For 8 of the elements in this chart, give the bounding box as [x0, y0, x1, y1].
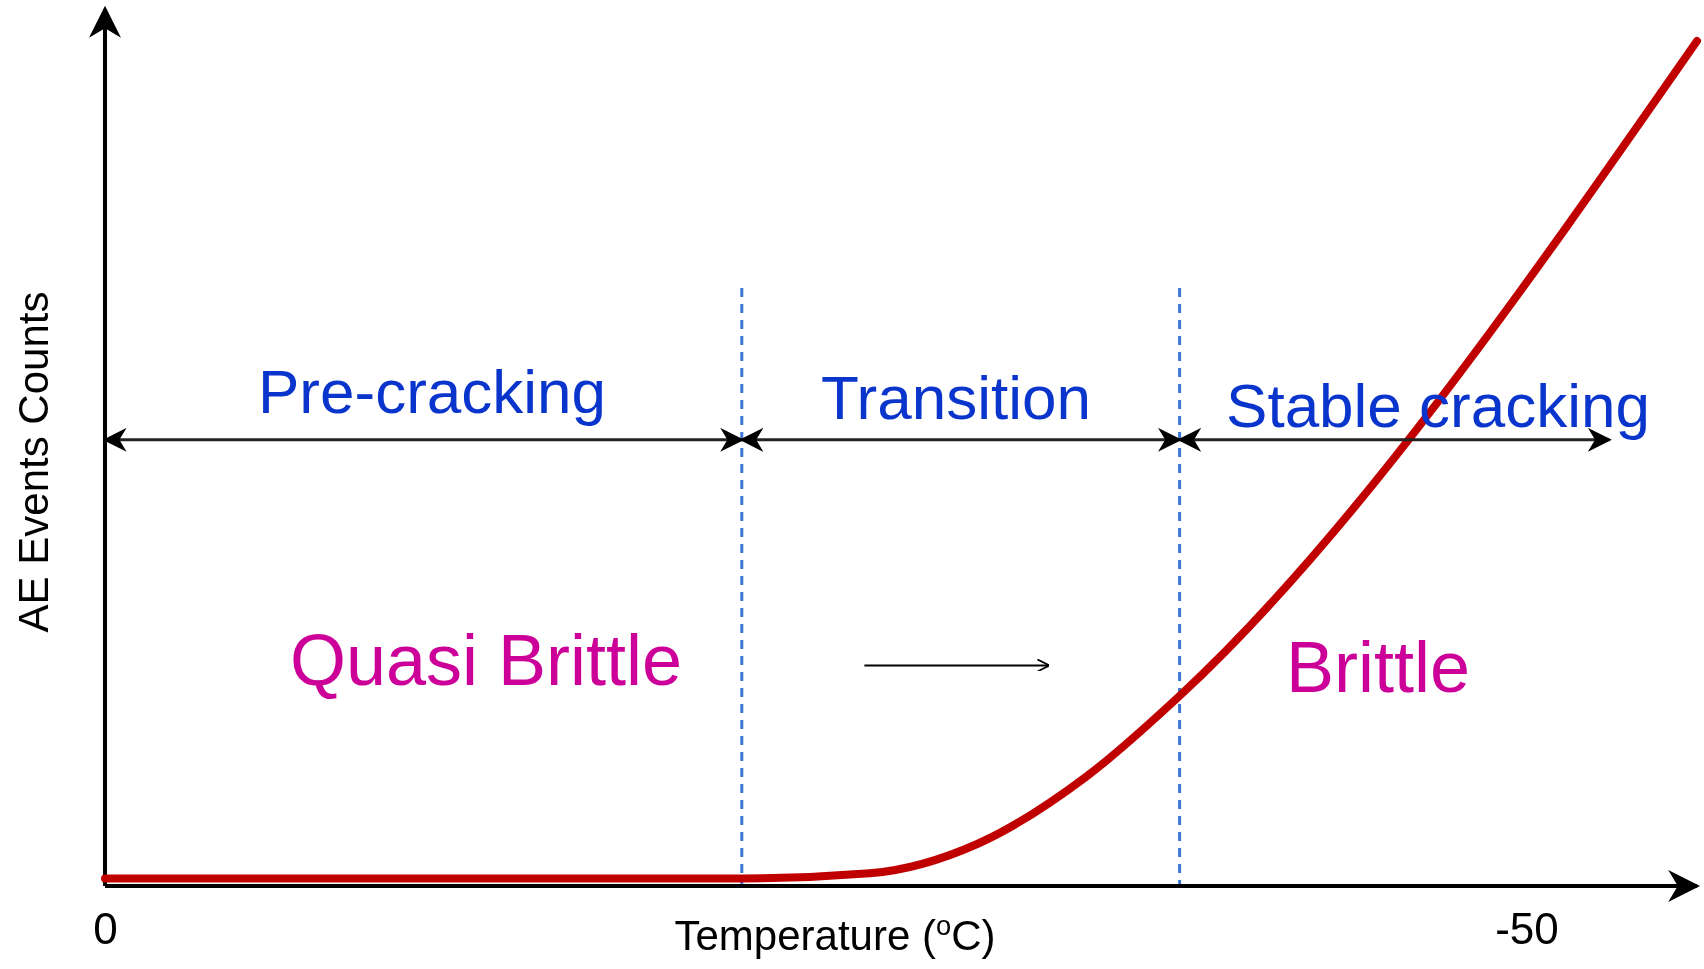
- annotation: Pre-cracking: [258, 357, 606, 426]
- x-tick-label: 0: [93, 904, 118, 953]
- annotation: Brittle: [1285, 627, 1471, 707]
- y-axis-title: AE Events Counts: [10, 291, 57, 633]
- annotation: Quasi Brittle: [289, 620, 683, 700]
- annotation: Transition: [821, 363, 1091, 432]
- x-tick-label: -50: [1495, 904, 1559, 953]
- x-axis-title: Temperature ($^{o}$C): [674, 909, 996, 959]
